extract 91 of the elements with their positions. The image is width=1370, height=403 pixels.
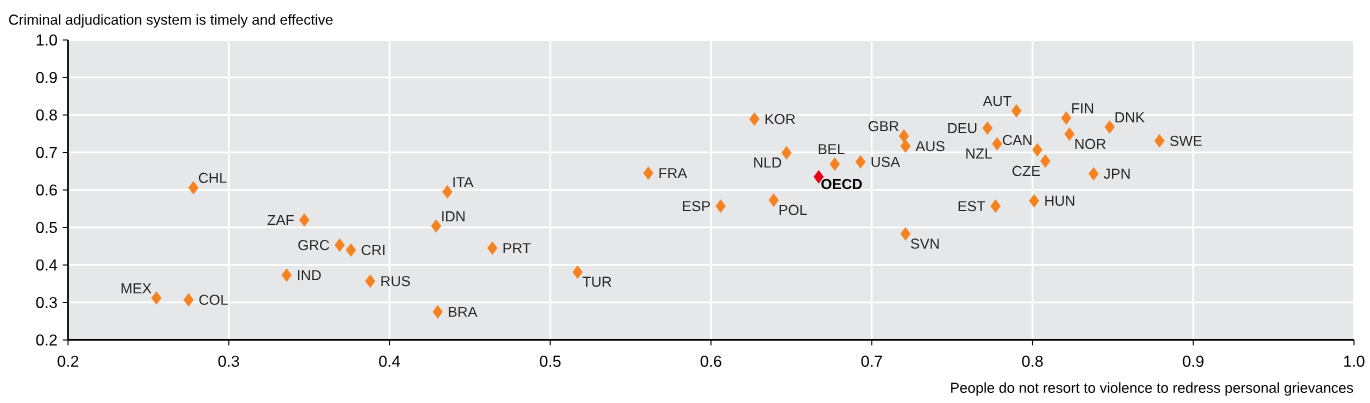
y-tick-label: 0.3 [36, 296, 57, 309]
point [768, 193, 779, 207]
point [1104, 120, 1115, 134]
y-tick-label: 0.4 [36, 259, 58, 271]
annotation: FRA [659, 168, 688, 179]
annotation: NLD [754, 157, 782, 168]
series-label: OECD [821, 178, 862, 190]
point [281, 268, 292, 282]
annotation: GRC [298, 240, 330, 251]
point [151, 291, 162, 305]
x-tick-label: 0.6 [700, 355, 722, 367]
y-tick-label: 1.0 [36, 34, 57, 46]
x-tick-label: 1.0 [1344, 355, 1365, 367]
point [442, 185, 453, 199]
point [898, 129, 909, 143]
point [982, 121, 993, 135]
point [183, 293, 194, 307]
annotation: DNK [1115, 112, 1145, 123]
point [855, 155, 866, 169]
point [1061, 111, 1072, 125]
point [299, 213, 310, 227]
point [572, 265, 583, 279]
point [432, 305, 443, 319]
annotation: CAN [1002, 134, 1032, 146]
x-tick-label: 0.3 [218, 355, 240, 367]
annotation: ITA [453, 177, 474, 188]
annotation: GBR [868, 121, 899, 132]
point [992, 137, 1003, 151]
annotation: MEX [121, 283, 152, 294]
point [487, 241, 498, 255]
annotation: CRI [361, 244, 385, 256]
x-axis-title: People do not resort to violence to redress personal grievances [951, 382, 1354, 396]
annotation: PRT [503, 243, 531, 254]
annotation: JPN [1103, 168, 1130, 179]
annotation: NOR [1075, 138, 1106, 150]
annotation: IND [297, 270, 321, 281]
point [1064, 127, 1075, 141]
annotation: FIN [1072, 103, 1094, 114]
annotation: BEL [818, 144, 845, 155]
point [365, 274, 376, 288]
annotation: CZE [1012, 165, 1040, 177]
y-tick-label: 0.9 [36, 71, 57, 84]
annotation: POL [779, 204, 807, 216]
point [188, 181, 199, 195]
annotation: AUT [982, 96, 1012, 107]
point [749, 112, 760, 126]
y-tick-label: 0.5 [36, 221, 57, 234]
point [1029, 194, 1040, 208]
point [990, 199, 1001, 213]
x-tick-label: 0.4 [379, 355, 401, 367]
y-tick-label: 0.2 [36, 334, 57, 346]
annotation: EST [958, 201, 986, 212]
point [334, 238, 345, 252]
point [900, 139, 911, 153]
annotation: KOR [765, 114, 795, 125]
point [1011, 104, 1022, 118]
point [829, 157, 840, 171]
x-tick-label: 0.5 [539, 355, 561, 367]
point [431, 219, 442, 233]
annotation: NZL [966, 148, 992, 159]
y-tick-label: 0.6 [36, 184, 57, 196]
annotation: COL [199, 294, 228, 305]
annotation: USA [871, 156, 901, 167]
point [900, 227, 911, 241]
annotation: RUS [381, 276, 410, 287]
x-tick-label: 0.9 [1182, 355, 1204, 367]
point [1154, 134, 1165, 148]
x-tick-label: 0.8 [1022, 355, 1043, 367]
x-tick-label: 0.2 [57, 355, 79, 367]
point [1040, 154, 1051, 168]
point [643, 166, 654, 180]
y-tick-label: 0.7 [36, 146, 57, 159]
y-axis-title: Criminal adjudication system is timely and effective [9, 14, 333, 28]
annotation: BRA [448, 306, 478, 317]
point [781, 146, 792, 160]
annotation: CHL [198, 172, 227, 183]
annotation: ZAF [267, 215, 294, 225]
annotation: SWE [1170, 135, 1202, 146]
point [1088, 167, 1099, 181]
annotation: DEU [948, 123, 977, 134]
annotation: TUR [582, 276, 612, 287]
point [345, 243, 357, 257]
point [715, 199, 726, 213]
x-tick-label: 0.7 [861, 355, 882, 367]
annotation: SVN [910, 238, 939, 249]
annotation: IDN [442, 211, 465, 222]
point [1032, 143, 1043, 157]
annotation: AUS [915, 141, 945, 152]
y-tick-label: 0.8 [36, 109, 57, 121]
annotation: HUN [1045, 195, 1075, 206]
annotation: ESP [682, 201, 710, 212]
